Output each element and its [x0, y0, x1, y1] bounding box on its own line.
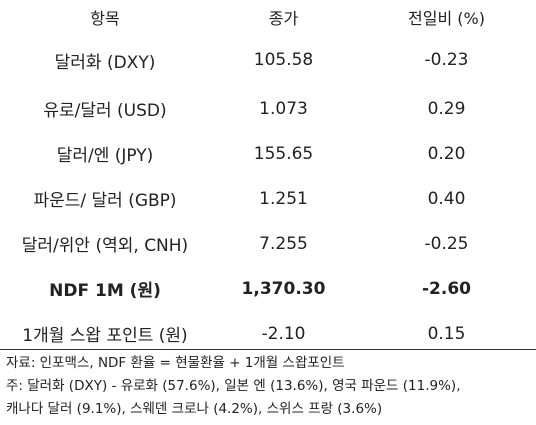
row-change: -2.60 — [422, 278, 471, 299]
header-change: 전일비 (%) — [408, 9, 485, 28]
row-change: 0.15 — [427, 323, 466, 344]
row-change: 0.20 — [427, 143, 466, 164]
row-item: 달러/위안 (역외, CNH) — [21, 236, 189, 256]
row-close: 1.073 — [259, 98, 308, 119]
header-close: 종가 — [268, 9, 299, 28]
row-item: 달러/엔 (JPY) — [56, 146, 154, 166]
row-item: 유로/달러 (USD) — [43, 101, 167, 121]
row-close: 155.65 — [253, 143, 314, 164]
row-change: -0.23 — [424, 50, 469, 70]
table-row: 달러/엔 (JPY) 155.65 0.20 — [0, 131, 536, 176]
row-change: 0.29 — [427, 98, 466, 119]
table-bottom-rule — [0, 349, 536, 350]
table-row: 유로/달러 (USD) 1.073 0.29 — [0, 86, 536, 131]
row-item: NDF 1M (원) — [49, 281, 161, 301]
header-item: 항목 — [90, 9, 120, 28]
weight-note-line-1: 주: 달러화 (DXY) - 유로화 (57.6%), 일본 엔 (13.6%)… — [6, 378, 461, 394]
row-change: -0.25 — [424, 233, 469, 254]
row-close: 105.58 — [253, 50, 314, 70]
weight-note-line-2: 캐나다 달러 (9.1%), 스웨덴 크로나 (4.2%), 스위스 프랑 (3… — [6, 401, 383, 417]
header-row: 항목 종가 전일비 (%) — [0, 0, 536, 34]
row-item: 1개월 스왑 포인트 (원) — [22, 326, 188, 346]
row-close: 7.255 — [259, 233, 308, 254]
row-close: 1.251 — [259, 188, 308, 209]
row-close: 1,370.30 — [241, 278, 326, 299]
row-close: -2.10 — [261, 323, 306, 344]
table-row-ndf: NDF 1M (원) 1,370.30 -2.60 — [0, 266, 536, 311]
table-row: 1개월 스왑 포인트 (원) -2.10 0.15 — [0, 311, 536, 356]
source-note: 자료: 인포맥스, NDF 환율 = 현물환율 + 1개월 스왑포인트 — [6, 355, 345, 371]
row-item: 파운드/ 달러 (GBP) — [33, 191, 177, 211]
table-row: 파운드/ 달러 (GBP) 1.251 0.40 — [0, 176, 536, 221]
fx-table: 항목 종가 전일비 (%) 달러화 (DXY) 105.58 -0.23 유로/… — [0, 0, 536, 356]
row-change: 0.40 — [427, 188, 466, 209]
row-item: 달러화 (DXY) — [54, 52, 156, 73]
table-row: 달러/위안 (역외, CNH) 7.255 -0.25 — [0, 221, 536, 266]
footnotes: 자료: 인포맥스, NDF 환율 = 현물환율 + 1개월 스왑포인트 주: 달… — [6, 352, 536, 421]
table-row: 달러화 (DXY) 105.58 -0.23 — [0, 34, 536, 86]
